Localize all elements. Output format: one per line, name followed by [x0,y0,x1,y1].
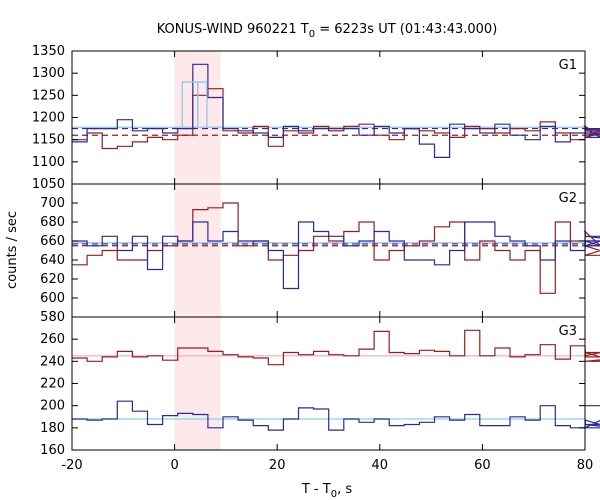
panel-frame [71,50,586,185]
chart-title: KONUS-WIND 960221 T0 = 6223s UT (01:43:4… [157,22,498,40]
y-tick-label: 600 [40,291,65,306]
y-tick-label: 580 [40,310,65,325]
series-red-histogram [72,329,600,366]
x-tick-label: 20 [269,458,286,473]
panel-label: G1 [559,58,577,73]
panel-label: G3 [559,324,577,339]
y-tick-label: 620 [40,272,65,287]
x-tick-label: 80 [577,458,594,473]
panel-g3: 160 180 200 220 240 260 G3 [40,316,600,458]
y-tick-label: 1350 [32,44,65,59]
panel-g1: 1050 1100 1150 1200 1250 1300 1350 G1 [32,44,600,192]
y-tick-label: 260 [40,332,65,347]
y-tick-label: 180 [40,421,65,436]
x-tick-label: -20 [61,458,82,473]
series-blue-histogram [72,63,600,158]
y-tick-label: 220 [40,377,65,392]
y-tick-label: 160 [40,443,65,458]
y-tick-label: 700 [40,196,65,211]
y-tick-label: 1100 [32,155,65,170]
y-tick-label: 1200 [32,111,65,126]
y-tick-label: 240 [40,354,65,369]
x-axis-title: T - T0, s [301,482,352,500]
x-tick-label: 60 [474,458,491,473]
series-red-histogram [72,202,600,294]
panel-label: G2 [559,191,577,206]
x-tick-label: 0 [170,458,178,473]
x-tick-label: 40 [372,458,389,473]
y-axis-title: counts / sec [5,211,20,289]
y-tick-label: 1300 [32,66,65,81]
y-tick-label: 680 [40,215,65,230]
plot-area: 1050110011501200125013001350G15806006206… [32,44,600,473]
y-tick-label: 1250 [32,88,65,103]
y-tick-label: 640 [40,253,65,268]
detail-bin [197,81,208,128]
series-blue-histogram [72,221,600,290]
series-blue-histogram [72,400,600,431]
y-tick-label: 1150 [32,133,65,148]
y-tick-label: 1050 [32,177,65,192]
y-tick-label: 200 [40,399,65,414]
panel-g2: 580 600 620 640 660 680 700 G2 [40,183,600,325]
series-red-histogram [72,88,600,150]
y-tick-label: 660 [40,234,65,249]
